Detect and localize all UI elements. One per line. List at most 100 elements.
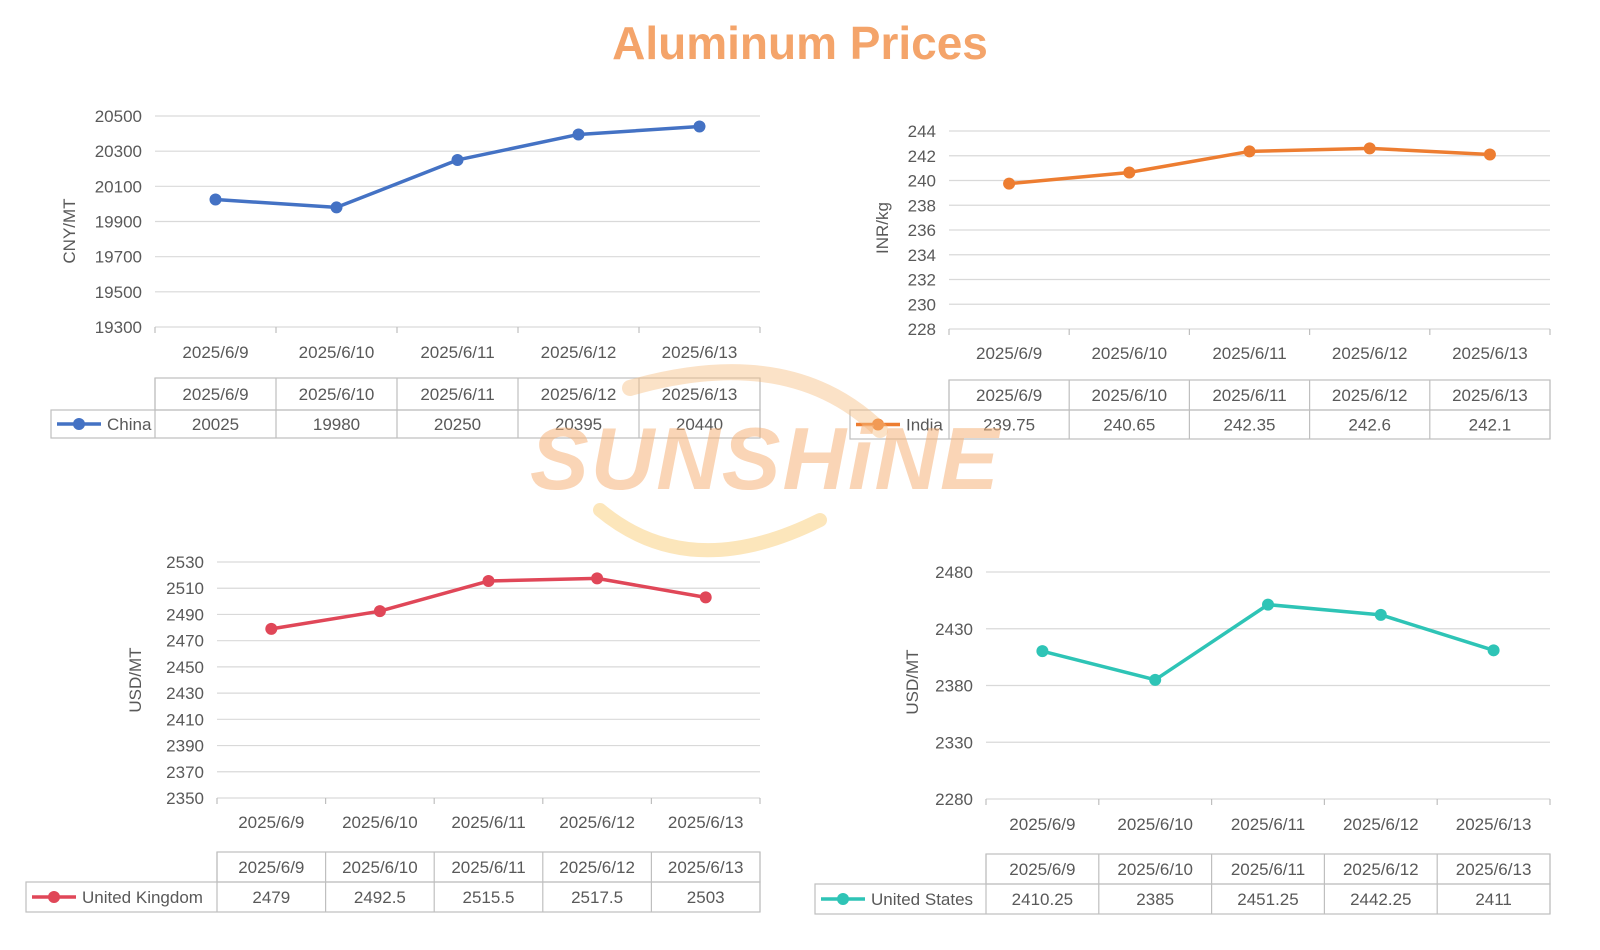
y-tick-label: 2350	[166, 789, 204, 808]
y-tick-label: 232	[908, 271, 936, 290]
table-value-cell: 20025	[192, 415, 239, 434]
y-tick-label: 2490	[166, 605, 204, 624]
table-data-row	[50, 409, 761, 439]
data-point	[1374, 608, 1387, 621]
x-tick-label: 2025/6/9	[238, 813, 304, 832]
y-tick-label: 2450	[166, 658, 204, 677]
data-point	[699, 591, 712, 604]
x-tick-label: 2025/6/12	[1343, 815, 1419, 834]
table-header-cell: 2025/6/13	[1452, 386, 1528, 405]
x-tick-label: 2025/6/11	[1212, 344, 1286, 363]
data-point	[572, 128, 585, 141]
table-header-cell: 2025/6/13	[668, 858, 744, 877]
table-header-cell: 2025/6/13	[1456, 860, 1532, 879]
data-point	[591, 572, 604, 585]
y-tick-label: 19700	[95, 248, 142, 267]
y-tick-label: 2370	[166, 763, 204, 782]
table-header-cell: 2025/6/12	[1343, 860, 1419, 879]
data-point	[1262, 598, 1274, 611]
x-tick-label: 2025/6/9	[182, 343, 248, 362]
table-header-cell: 2025/6/12	[559, 858, 635, 877]
y-tick-label: 2380	[935, 677, 973, 696]
table-header-cell: 2025/6/9	[1009, 860, 1075, 879]
table-header-cell: 2025/6/10	[1091, 386, 1167, 405]
data-point	[1243, 145, 1256, 158]
page-title: Aluminum Prices	[612, 17, 988, 69]
x-tick-label: 2025/6/11	[451, 813, 525, 832]
table-header-cell: 2025/6/11	[1231, 860, 1305, 879]
y-tick-label: 2390	[166, 737, 204, 756]
chart-1: 19300 19500 19700 19900 20100 20300 20500 2025/…	[50, 107, 761, 439]
legend-marker	[837, 893, 849, 905]
legend-marker	[872, 418, 884, 431]
x-tick-label: 2025/6/10	[1117, 815, 1193, 834]
x-tick-label: 2025/6/11	[420, 343, 494, 362]
x-tick-label: 2025/6/10	[1091, 344, 1167, 363]
table-value-cell: 2517.5	[571, 888, 623, 907]
y-tick-label: 20500	[95, 107, 142, 126]
data-point	[1149, 673, 1162, 686]
x-tick-label: 2025/6/10	[342, 813, 418, 832]
y-tick-label: 2510	[166, 579, 204, 598]
data-point	[373, 605, 386, 618]
x-tick-label: 2025/6/9	[1009, 815, 1075, 834]
table-header-cell: 2025/6/9	[976, 386, 1042, 405]
x-tick-label: 2025/6/9	[976, 344, 1042, 363]
x-tick-label: 2025/6/11	[1231, 815, 1305, 834]
y-tick-label: 19500	[95, 283, 142, 302]
y-tick-label: 19300	[95, 318, 142, 337]
table-value-cell: 242.35	[1224, 416, 1276, 435]
table-header-cell: 2025/6/11	[451, 858, 525, 877]
table-value-cell: 2492.5	[354, 888, 406, 907]
table-value-cell: 2385	[1136, 890, 1174, 909]
data-point	[1483, 148, 1496, 161]
legend-label: United Kingdom	[82, 888, 203, 907]
y-tick-label: 2410	[166, 710, 204, 729]
data-point	[265, 622, 278, 635]
table-data-row	[849, 409, 1551, 440]
table-value-cell: 239.75	[983, 416, 1035, 435]
y-tick-label: 20100	[95, 177, 142, 196]
table-header-cell: 2025/6/13	[662, 385, 738, 404]
y-tick-label: 228	[908, 320, 936, 339]
table-value-cell: 20395	[555, 415, 602, 434]
x-tick-label: 2025/6/13	[1456, 815, 1532, 834]
table-header-cell: 2025/6/12	[1332, 386, 1408, 405]
table-value-cell: 20250	[434, 415, 481, 434]
x-tick-label: 2025/6/13	[1452, 344, 1528, 363]
table-header-cell: 2025/6/9	[182, 385, 248, 404]
x-tick-label: 2025/6/13	[662, 343, 738, 362]
y-tick-label: 238	[908, 196, 936, 215]
data-point	[482, 575, 495, 588]
data-point	[1123, 166, 1136, 179]
y-tick-label: 2430	[935, 620, 973, 639]
legend-marker	[73, 418, 85, 430]
chart-4: 2280 2330 2380 2430 2480 2025/6/9 2025/6/10 202…	[814, 563, 1551, 915]
table-header-cell: 2025/6/11	[420, 385, 494, 404]
data-point	[1487, 644, 1500, 657]
legend-label: China	[107, 415, 152, 434]
data-point	[1003, 177, 1016, 190]
table-value-cell: 20440	[676, 415, 723, 434]
y-tick-label: 2470	[166, 632, 204, 651]
y-tick-label: 2530	[166, 553, 204, 572]
legend-marker	[48, 891, 60, 903]
table-header-cell: 2025/6/10	[342, 858, 418, 877]
table-value-cell: 240.65	[1103, 416, 1155, 435]
y-tick-label: 2280	[935, 790, 973, 809]
y-tick-label: 242	[908, 147, 936, 166]
table-value-cell: 19980	[313, 415, 360, 434]
data-point	[1036, 645, 1049, 658]
y-tick-label: 2330	[935, 733, 973, 752]
y-tick-label: 244	[908, 122, 936, 141]
y-tick-label: 240	[908, 172, 936, 191]
table-value-cell: 242.6	[1348, 416, 1391, 435]
data-point	[451, 153, 464, 166]
table-value-cell: 2442.25	[1350, 890, 1411, 909]
data-point	[1363, 142, 1376, 155]
table-header-cell: 2025/6/9	[238, 858, 304, 877]
y-tick-label: 2430	[166, 684, 204, 703]
y-axis-label: CNY/MT	[60, 198, 79, 263]
legend-label: United States	[871, 890, 973, 909]
